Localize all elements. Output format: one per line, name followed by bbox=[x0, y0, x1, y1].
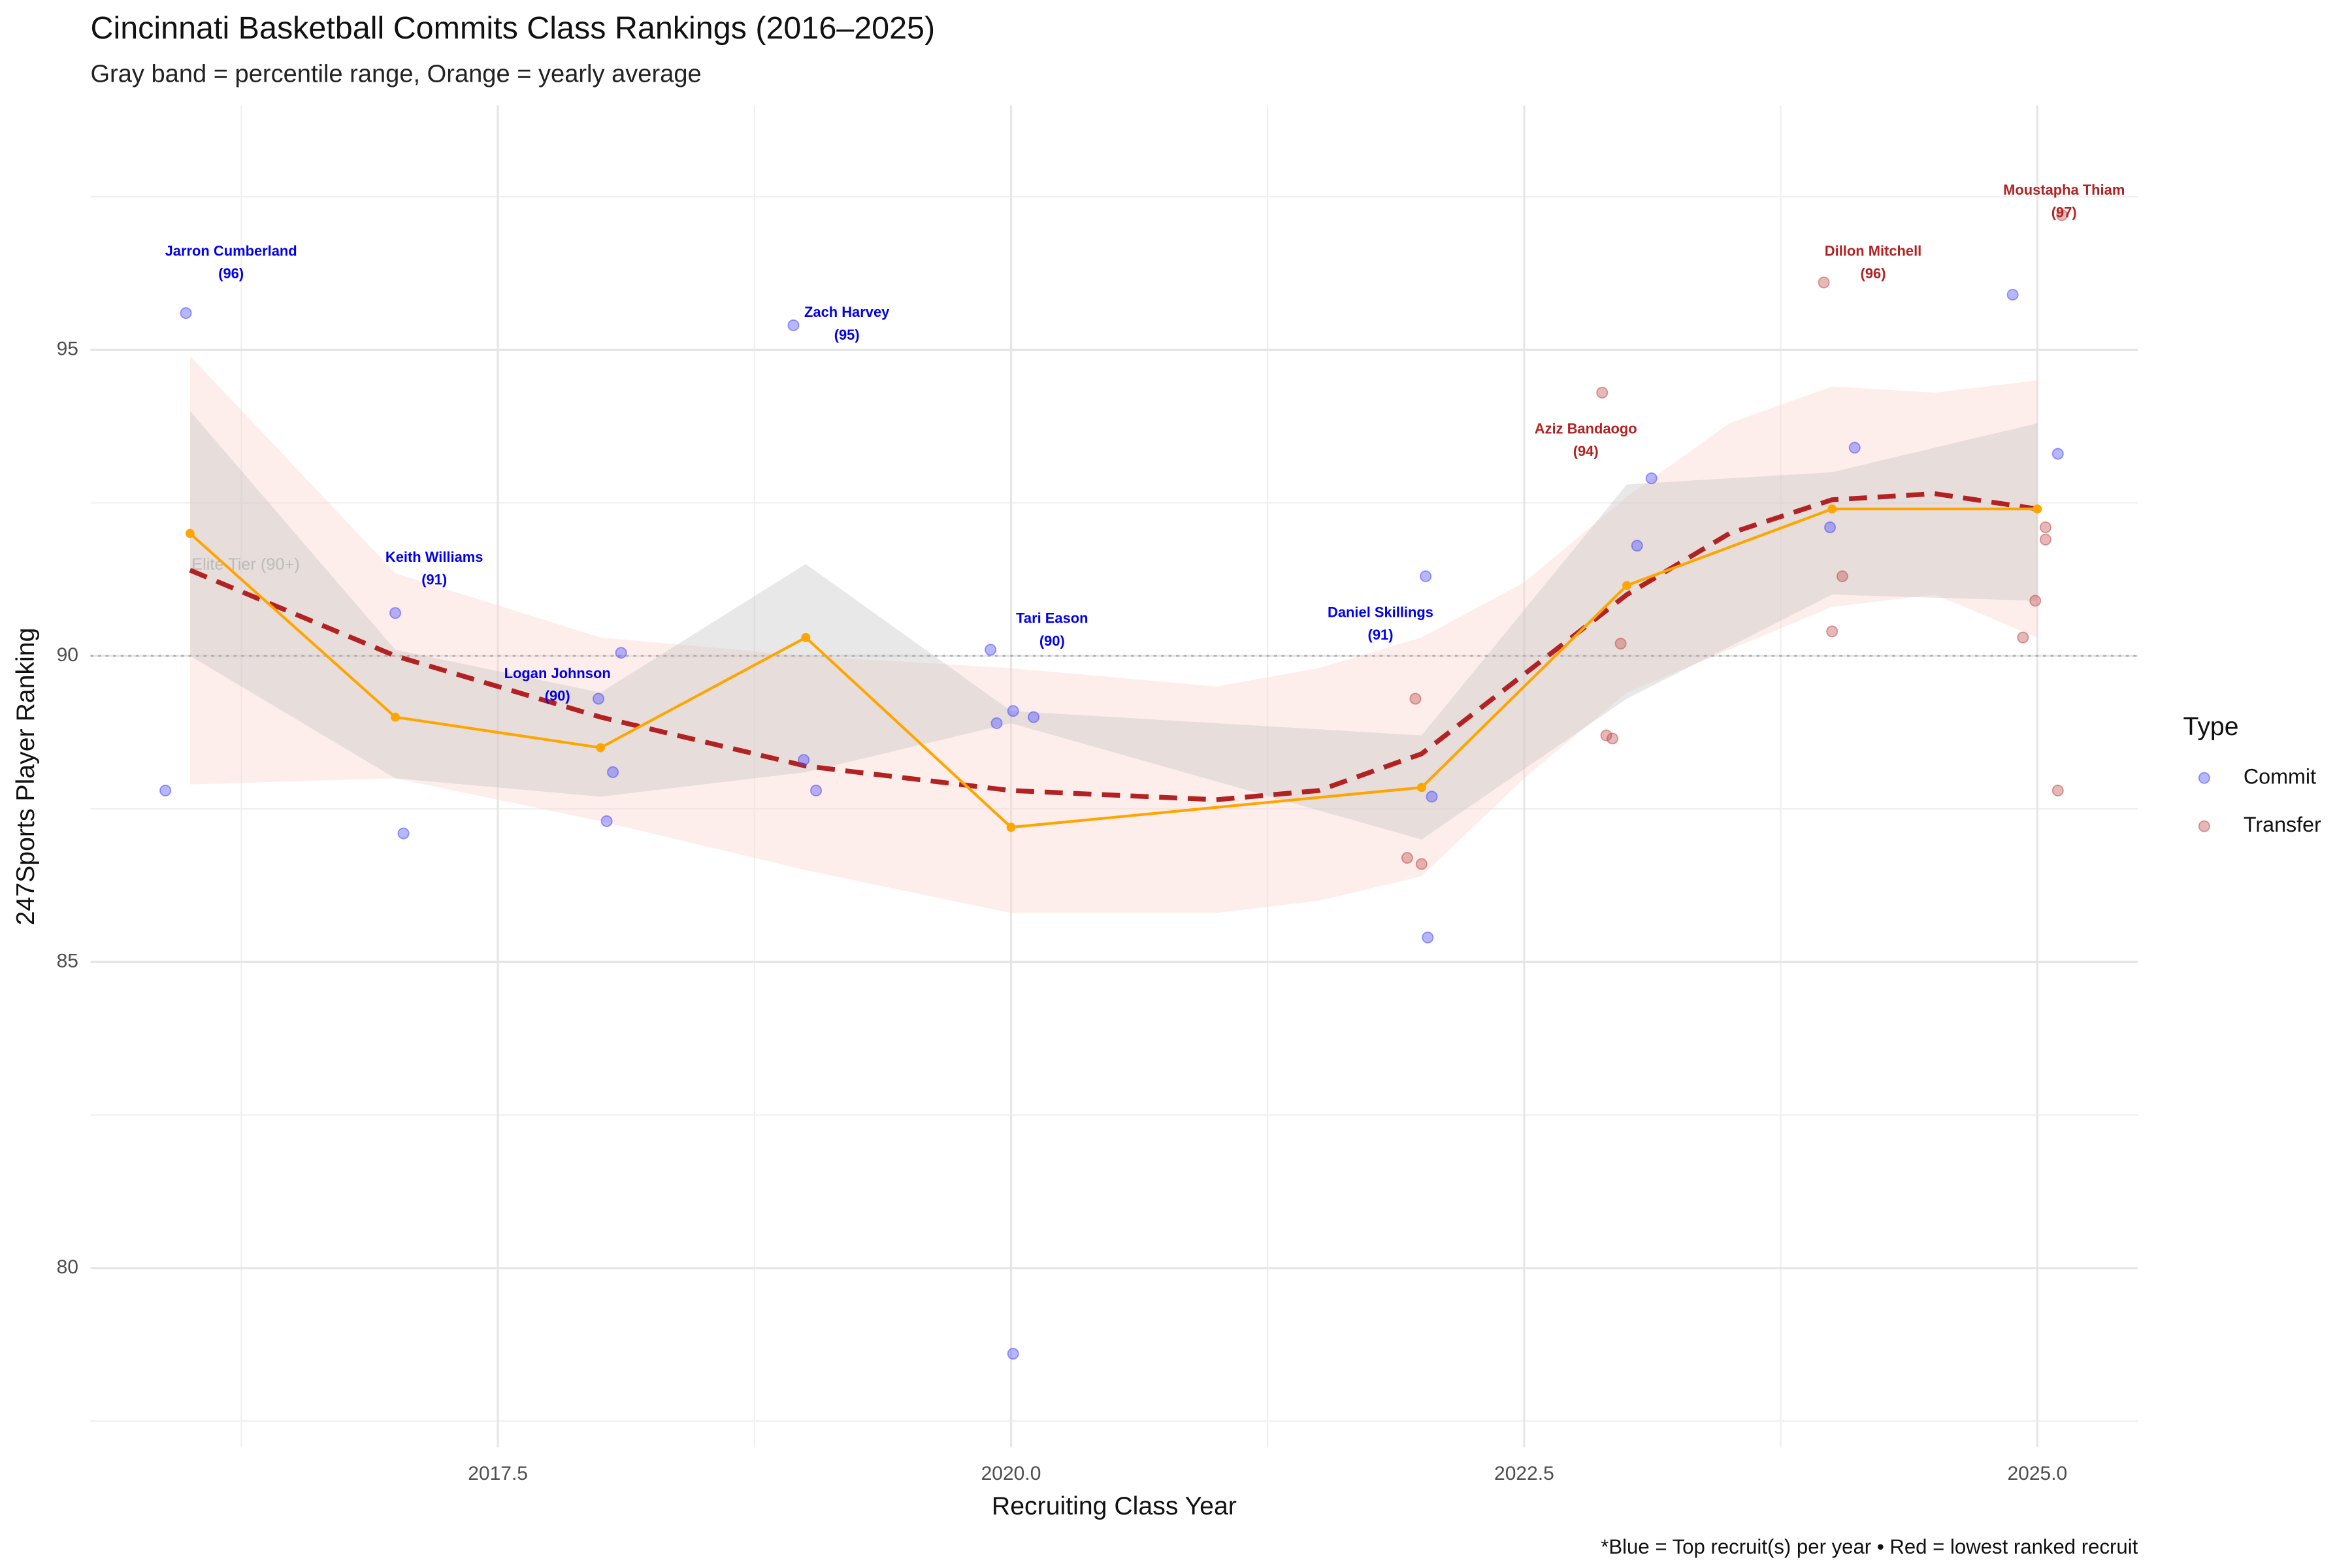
annotation-name: Tari Eason bbox=[1016, 610, 1088, 627]
point bbox=[2039, 521, 2051, 534]
legend-title: Type bbox=[2183, 712, 2239, 741]
legend-swatch bbox=[2198, 772, 2210, 784]
chart-title: Cincinnati Basketball Commits Class Rank… bbox=[90, 10, 935, 46]
point bbox=[615, 647, 627, 659]
point bbox=[1631, 540, 1643, 552]
x-tick-label: 2025.0 bbox=[2007, 1463, 2067, 1484]
average-point bbox=[1006, 823, 1016, 832]
average-point bbox=[391, 712, 400, 722]
point bbox=[397, 827, 410, 840]
reference-label: Elite Tier (90+) bbox=[191, 555, 300, 574]
average-point bbox=[1416, 783, 1426, 792]
annotation-name: Aziz Bandaogo bbox=[1535, 420, 1637, 436]
point bbox=[593, 693, 605, 705]
legend-swatch bbox=[2198, 820, 2210, 832]
point bbox=[2029, 595, 2042, 607]
caption: *Blue = Top recruit(s) per year • Red = … bbox=[1601, 1535, 2138, 1558]
point bbox=[1600, 729, 1612, 742]
point bbox=[1422, 931, 1434, 943]
point bbox=[1028, 711, 1040, 723]
point bbox=[1826, 625, 1838, 638]
annotation-name: Daniel Skillings bbox=[1328, 604, 1433, 620]
x-axis-label: Recruiting Class Year bbox=[992, 1492, 1237, 1520]
point bbox=[2006, 289, 2019, 301]
legend-label: Commit bbox=[2244, 764, 2316, 788]
annotation-value: (94) bbox=[1573, 443, 1599, 459]
average-point bbox=[2033, 504, 2042, 514]
y-tick-label: 95 bbox=[57, 338, 78, 359]
percentile-band bbox=[189, 411, 2038, 840]
point bbox=[1007, 705, 1019, 717]
point bbox=[2051, 448, 2064, 460]
smooth-ribbon bbox=[189, 355, 2038, 913]
point bbox=[2051, 785, 2064, 797]
average-point bbox=[1827, 504, 1837, 514]
annotation-name: Dillon Mitchell bbox=[1825, 243, 1921, 259]
point bbox=[787, 319, 800, 331]
average-point bbox=[801, 632, 811, 642]
point bbox=[2056, 209, 2068, 221]
annotation-name: Keith Williams bbox=[385, 549, 483, 565]
annotation-name: Jarron Cumberland bbox=[165, 243, 297, 259]
point bbox=[159, 785, 172, 797]
point bbox=[1415, 858, 1428, 870]
annotation-name: Moustapha Thiam bbox=[2003, 182, 2125, 198]
y-axis-label: 247Sports Player Ranking bbox=[11, 628, 40, 926]
point bbox=[985, 644, 997, 656]
point bbox=[180, 307, 192, 319]
x-tick-label: 2020.0 bbox=[981, 1463, 1041, 1484]
point bbox=[1426, 791, 1438, 803]
annotation-name: Logan Johnson bbox=[504, 665, 611, 681]
smooth-line bbox=[189, 491, 2038, 802]
x-tick-label: 2022.5 bbox=[1494, 1463, 1554, 1484]
point bbox=[1836, 570, 1848, 583]
average-point bbox=[1622, 581, 1631, 591]
y-tick-label: 80 bbox=[57, 1256, 78, 1278]
point bbox=[607, 766, 619, 778]
annotation-value: (97) bbox=[2051, 204, 2077, 220]
annotation-value: (91) bbox=[421, 572, 447, 588]
point bbox=[810, 785, 823, 797]
point bbox=[1848, 442, 1861, 454]
annotation-value: (91) bbox=[1368, 627, 1394, 643]
x-tick-label: 2017.5 bbox=[468, 1463, 528, 1484]
point bbox=[798, 754, 810, 766]
point bbox=[990, 717, 1003, 729]
point bbox=[600, 815, 613, 827]
chart-subtitle: Gray band = percentile range, Orange = y… bbox=[90, 60, 701, 88]
average-point bbox=[185, 529, 195, 538]
point bbox=[1401, 852, 1413, 864]
point bbox=[2039, 533, 2051, 546]
average-point bbox=[596, 743, 606, 753]
point bbox=[1818, 276, 1830, 289]
annotation-value: (90) bbox=[1039, 632, 1065, 649]
point bbox=[1607, 732, 1619, 745]
point bbox=[1420, 570, 1432, 583]
y-tick-label: 90 bbox=[57, 644, 78, 666]
annotation-value: (90) bbox=[545, 688, 570, 704]
point bbox=[1614, 638, 1627, 650]
annotation-value: (96) bbox=[218, 265, 244, 282]
point bbox=[1824, 521, 1837, 534]
point bbox=[1645, 472, 1658, 485]
point bbox=[389, 607, 402, 619]
point bbox=[2017, 631, 2029, 644]
annotation-value: (95) bbox=[834, 327, 860, 343]
point bbox=[1409, 693, 1422, 705]
legend-label: Transfer bbox=[2244, 813, 2321, 836]
annotation-name: Zach Harvey bbox=[804, 304, 890, 320]
y-tick-label: 85 bbox=[57, 950, 78, 972]
annotation-value: (96) bbox=[1861, 265, 1886, 282]
point bbox=[1007, 1348, 1019, 1360]
point bbox=[1596, 386, 1609, 399]
